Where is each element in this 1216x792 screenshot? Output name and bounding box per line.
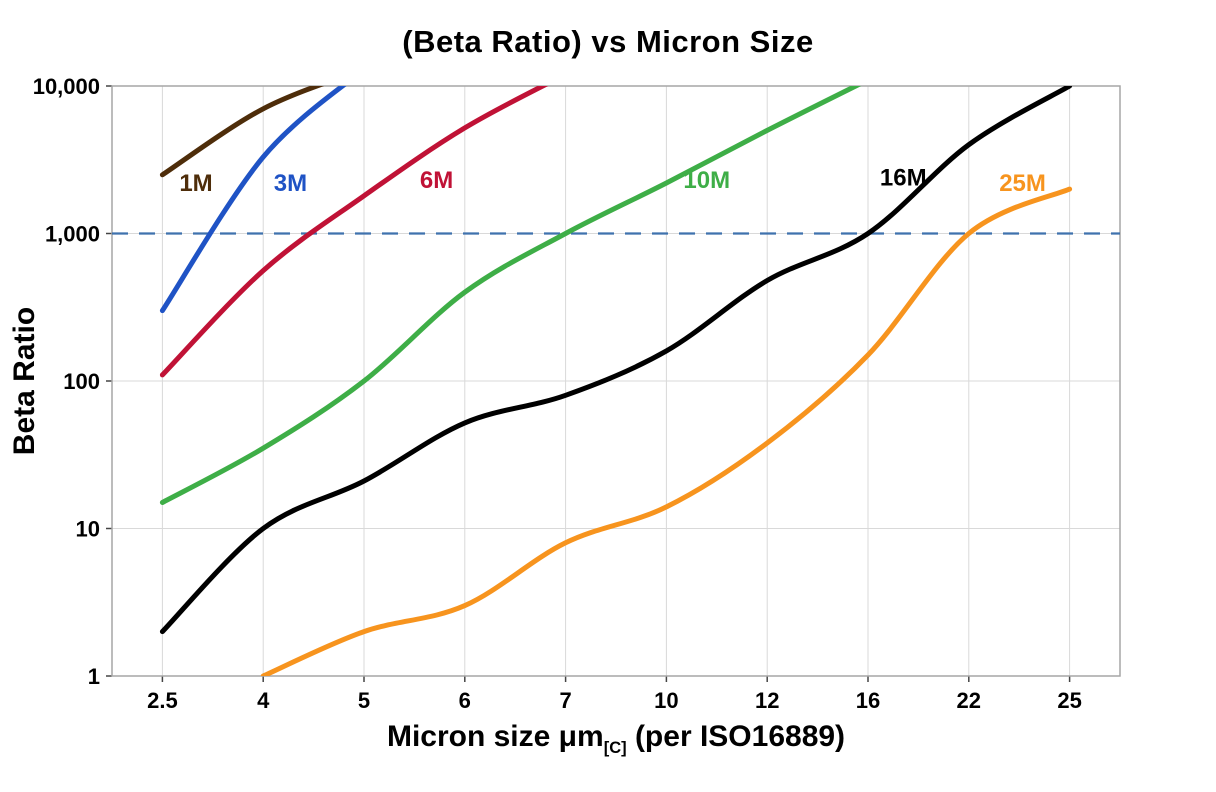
series-label-10M: 10M: [683, 167, 730, 194]
x-tick-label-6: 6: [459, 688, 471, 713]
y-tick-label-1: 1: [88, 664, 100, 689]
series-label-1M: 1M: [179, 170, 212, 197]
y-tick-label-1,000: 1,000: [45, 222, 100, 247]
series-label-25M: 25M: [999, 170, 1046, 197]
chart-title: (Beta Ratio) vs Micron Size: [402, 24, 814, 59]
series-lines: [159, 86, 1073, 676]
x-axis-label-pre: Micron size μm: [386, 720, 604, 753]
axis-ticks: [106, 85, 1071, 682]
x-tick-label-16: 16: [856, 688, 880, 713]
x-tick-label-4: 4: [257, 688, 270, 713]
x-tick-label-12: 12: [755, 688, 779, 713]
series-line-3M: [159, 86, 347, 314]
series-line-6M: [159, 86, 549, 378]
x-tick-label-5: 5: [358, 688, 370, 713]
y-tick-label-10: 10: [76, 517, 100, 542]
series-line-25M: [260, 186, 1073, 676]
series-line-10M: [159, 86, 862, 505]
series-label-3M: 3M: [274, 170, 307, 197]
x-tick-label-25: 25: [1057, 688, 1081, 713]
x-tick-label-10: 10: [654, 688, 678, 713]
y-tick-label-10,000: 10,000: [33, 74, 100, 99]
x-tick-label-22: 22: [957, 688, 981, 713]
x-axis-label: Micron size μm[C] (per ISO16889): [16, 720, 1216, 758]
series-line-1M: [159, 86, 325, 178]
series-label-6M: 6M: [420, 167, 453, 194]
series-label-16M: 16M: [880, 164, 927, 191]
x-tick-label-2.5: 2.5: [147, 688, 178, 713]
y-tick-label-100: 100: [63, 369, 100, 394]
x-tick-label-7: 7: [559, 688, 571, 713]
gridlines: [112, 85, 1120, 677]
x-axis-label-subscript: [C]: [603, 739, 627, 757]
plot-border: [111, 85, 1121, 677]
series-line-16M: [159, 86, 1073, 635]
x-axis-label-post: (per ISO16889): [626, 720, 846, 753]
